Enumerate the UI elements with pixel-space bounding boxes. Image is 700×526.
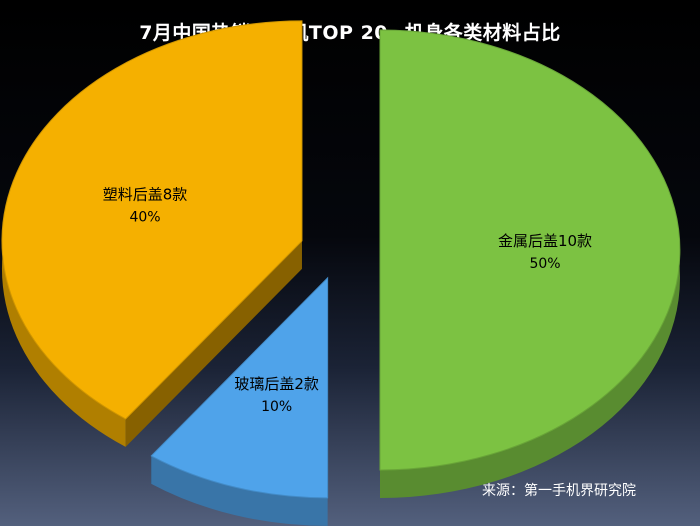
slice-category-label: 塑料后盖8款	[103, 186, 188, 204]
slice-percent-label: 50%	[529, 256, 560, 272]
source-note: 来源：第一手机界研究院	[482, 483, 636, 499]
slice-category-label: 金属后盖10款	[498, 232, 592, 250]
pie-slice	[379, 29, 681, 498]
slice-percent-label: 40%	[129, 210, 160, 226]
slice-percent-label: 10%	[261, 399, 292, 415]
slice-category-label: 玻璃后盖2款	[234, 375, 319, 393]
pie-slice	[150, 276, 329, 526]
pie-slice	[1, 20, 303, 447]
